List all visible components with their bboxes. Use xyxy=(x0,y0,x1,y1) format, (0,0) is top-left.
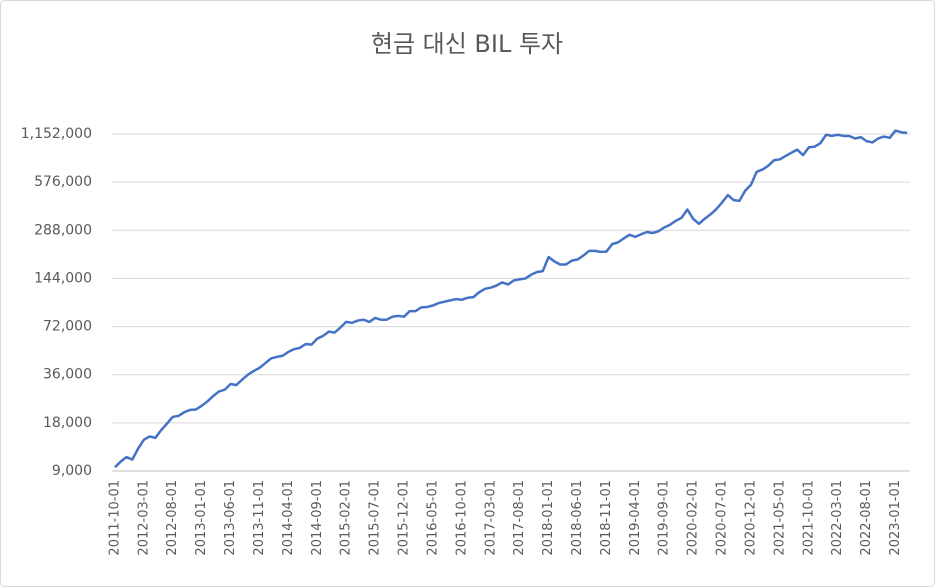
x-tick-label: 2012-03-01 xyxy=(136,480,151,556)
x-tick-label: 2015-02-01 xyxy=(339,480,354,556)
data-line xyxy=(114,129,908,469)
y-tick-label: 9,000 xyxy=(52,463,92,479)
x-tick-label: 2013-06-01 xyxy=(223,480,238,556)
x-tick-label: 2017-03-01 xyxy=(483,480,498,556)
x-tick-label: 2011-10-01 xyxy=(107,480,122,556)
x-tick-label: 2015-07-01 xyxy=(368,480,383,556)
x-tick-label: 2020-07-01 xyxy=(715,480,730,556)
x-tick-label: 2023-01-01 xyxy=(888,480,903,556)
x-tick-label: 2012-08-01 xyxy=(165,480,180,556)
y-tick-label: 72,000 xyxy=(43,319,92,335)
y-tick-label: 18,000 xyxy=(43,415,92,431)
x-tick-label: 2019-04-01 xyxy=(628,480,643,556)
x-tick-label: 2016-05-01 xyxy=(425,480,440,556)
x-tick-label: 2015-12-01 xyxy=(397,480,412,556)
x-tick-label: 2018-06-01 xyxy=(570,480,585,556)
x-tick-label: 2013-11-01 xyxy=(252,480,267,556)
x-tick-label: 2019-09-01 xyxy=(657,480,672,556)
x-tick-label: 2014-04-01 xyxy=(281,480,296,556)
y-tick-label: 576,000 xyxy=(34,174,92,190)
y-tick-label: 288,000 xyxy=(34,222,92,238)
x-tick-label: 2016-10-01 xyxy=(454,480,469,556)
y-tick-label: 1,152,000 xyxy=(21,126,92,142)
x-tick-label: 2017-08-01 xyxy=(512,480,527,556)
x-tick-label: 2018-11-01 xyxy=(599,480,614,556)
x-tick-label: 2014-09-01 xyxy=(310,480,325,556)
x-tick-label: 2018-01-01 xyxy=(541,480,556,556)
y-tick-label: 36,000 xyxy=(43,367,92,383)
chart-title: 현금 대신 BIL 투자 xyxy=(371,30,563,58)
x-tick-label: 2020-02-01 xyxy=(686,480,701,556)
x-tick-label: 2013-01-01 xyxy=(194,480,209,556)
x-tick-label: 2021-10-01 xyxy=(801,480,816,556)
y-tick-label: 144,000 xyxy=(34,270,92,286)
x-tick-label: 2020-12-01 xyxy=(743,480,758,556)
x-tick-label: 2022-08-01 xyxy=(859,480,874,556)
x-tick-label: 2022-03-01 xyxy=(830,480,845,556)
x-tick-label: 2021-05-01 xyxy=(772,480,787,556)
